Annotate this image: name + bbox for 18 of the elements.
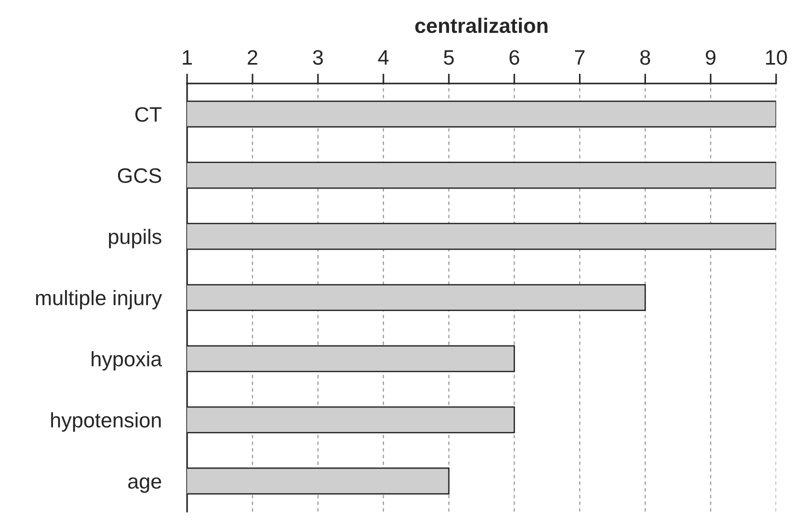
y-tick-label: hypoxia	[92, 351, 162, 371]
x-axis-title: centralization	[415, 18, 548, 34]
y-tick-label: age	[128, 477, 162, 493]
x-tick-label: 2	[248, 50, 258, 65]
y-tick-label: hypotension	[51, 412, 161, 432]
x-tick-label: 1	[182, 50, 192, 65]
x-tick-label: 8	[640, 50, 650, 65]
x-tick-label: 10	[766, 50, 787, 65]
y-tick-label: GCS	[118, 168, 162, 183]
y-tick-label: pupils	[108, 228, 162, 248]
x-tick-label: 4	[378, 50, 389, 65]
x-tick-label: 3	[312, 50, 323, 65]
y-tick-label: CT	[135, 107, 162, 122]
x-tick-label: 7	[575, 50, 584, 65]
x-tick-label: 9	[706, 50, 716, 65]
y-tick-label: multiple injury	[36, 290, 162, 310]
x-tick-label: 6	[510, 50, 520, 65]
x-tick-label: 5	[444, 50, 454, 65]
